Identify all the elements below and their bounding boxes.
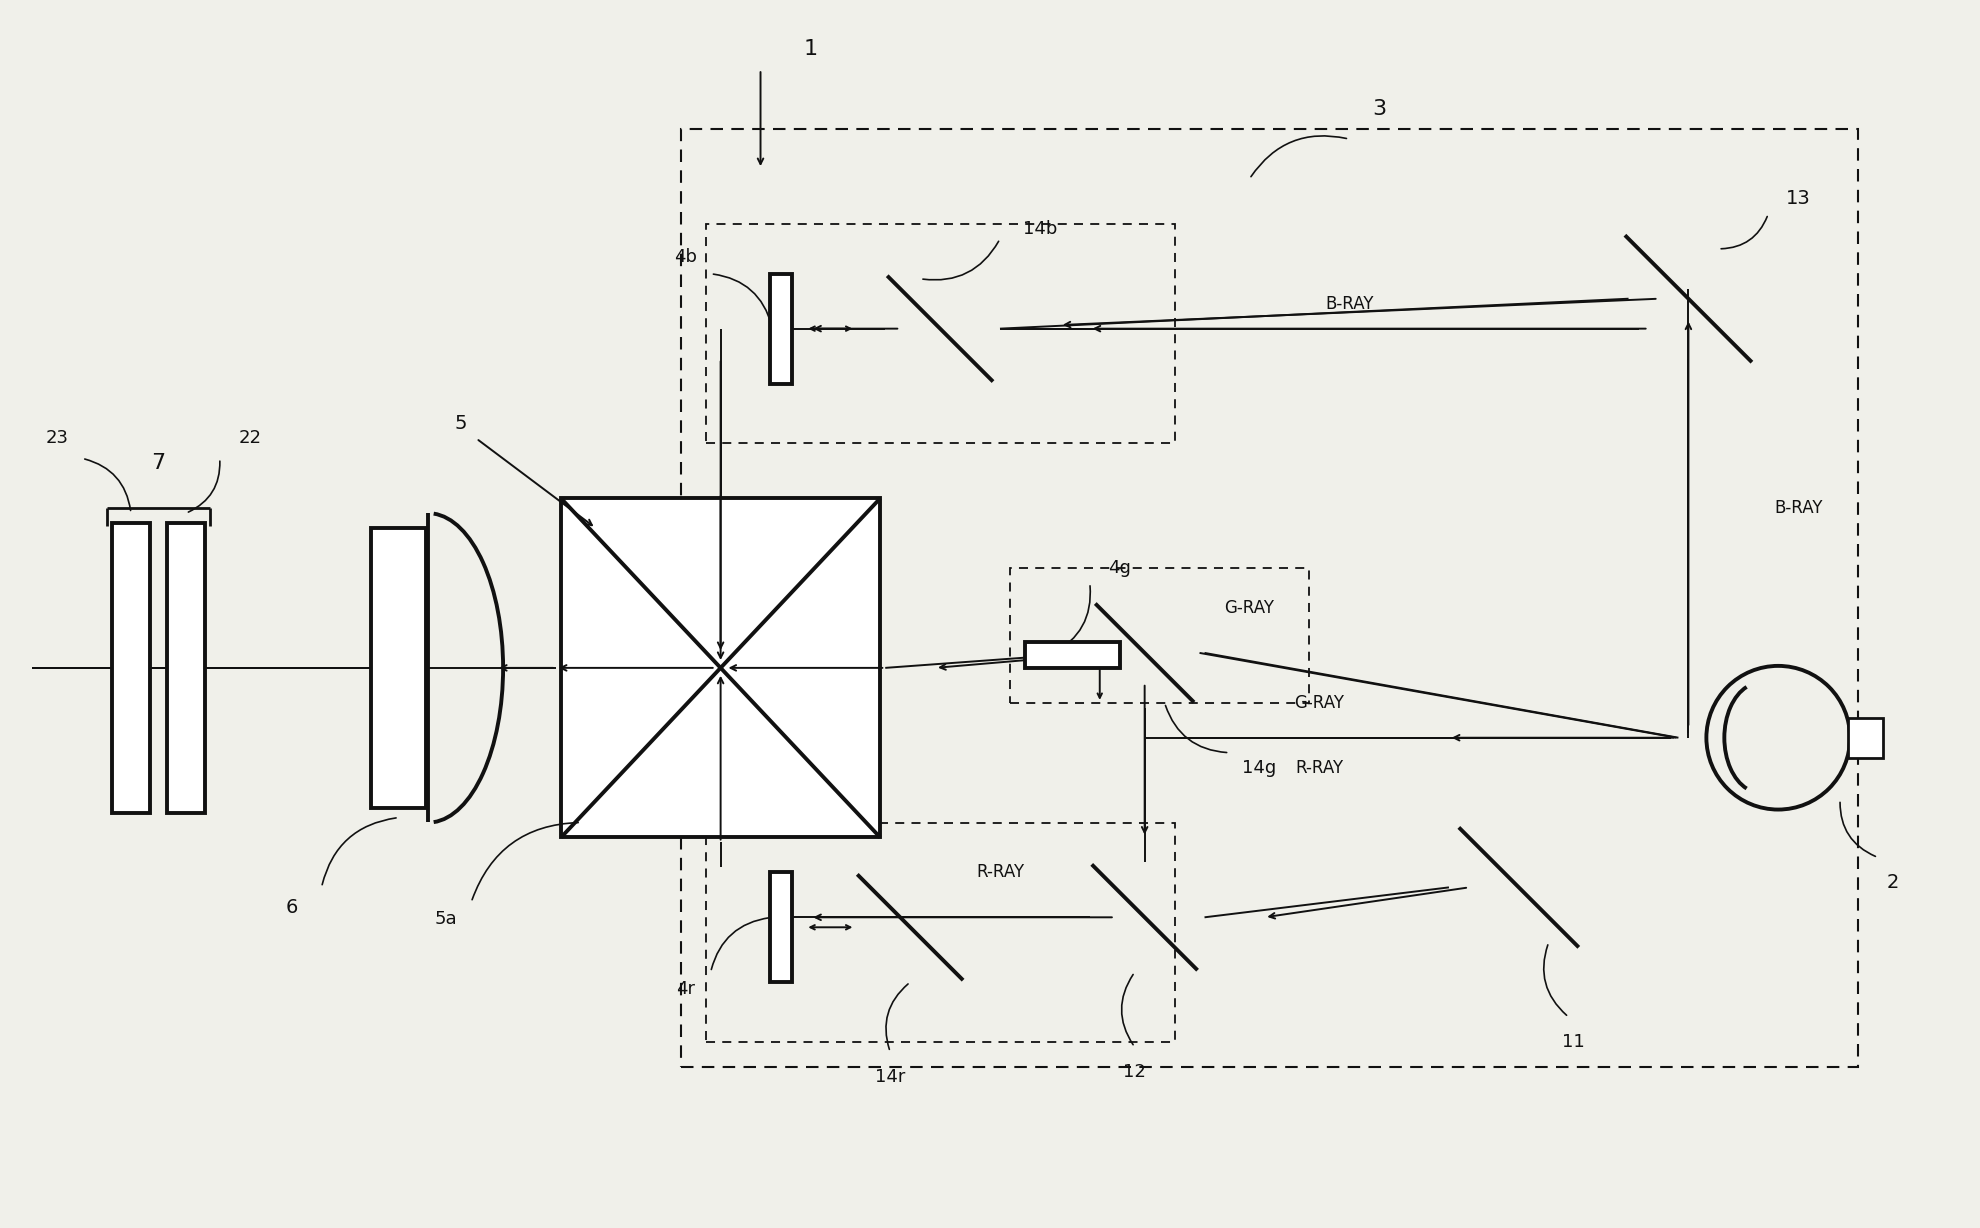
Bar — [370, 528, 426, 808]
Bar — [166, 523, 204, 813]
Text: G-RAY: G-RAY — [1293, 694, 1344, 712]
Text: 2: 2 — [1885, 873, 1899, 892]
Text: 12: 12 — [1123, 1063, 1146, 1081]
Text: 5a: 5a — [436, 910, 457, 928]
Text: B-RAY: B-RAY — [1325, 295, 1372, 313]
Text: 7: 7 — [150, 453, 166, 473]
Text: 1: 1 — [804, 39, 818, 59]
Text: 3: 3 — [1372, 99, 1386, 119]
Text: 23: 23 — [46, 430, 69, 447]
Text: 13: 13 — [1784, 189, 1810, 209]
Text: B-RAY: B-RAY — [1772, 500, 1822, 517]
Bar — [681, 129, 1857, 1067]
Text: G-RAY: G-RAY — [1224, 599, 1273, 616]
Bar — [770, 274, 792, 383]
Text: 14r: 14r — [875, 1068, 905, 1086]
Text: R-RAY: R-RAY — [976, 863, 1024, 882]
Bar — [705, 223, 1174, 443]
Text: 4b: 4b — [673, 248, 697, 265]
Text: 11: 11 — [1562, 1033, 1584, 1051]
Text: 6: 6 — [285, 898, 297, 917]
Text: 14g: 14g — [1241, 759, 1275, 776]
Text: 22: 22 — [238, 430, 261, 447]
Text: 14b: 14b — [1022, 220, 1057, 238]
Bar — [770, 872, 792, 982]
Bar — [1024, 642, 1119, 668]
Text: R-RAY: R-RAY — [1295, 759, 1342, 776]
Text: 4g: 4g — [1107, 559, 1131, 577]
Bar — [113, 523, 150, 813]
Text: 5: 5 — [455, 414, 467, 433]
Bar — [1010, 569, 1309, 702]
Text: 4r: 4r — [675, 980, 695, 998]
Bar — [705, 823, 1174, 1043]
Bar — [560, 499, 879, 837]
Bar — [1847, 717, 1883, 758]
